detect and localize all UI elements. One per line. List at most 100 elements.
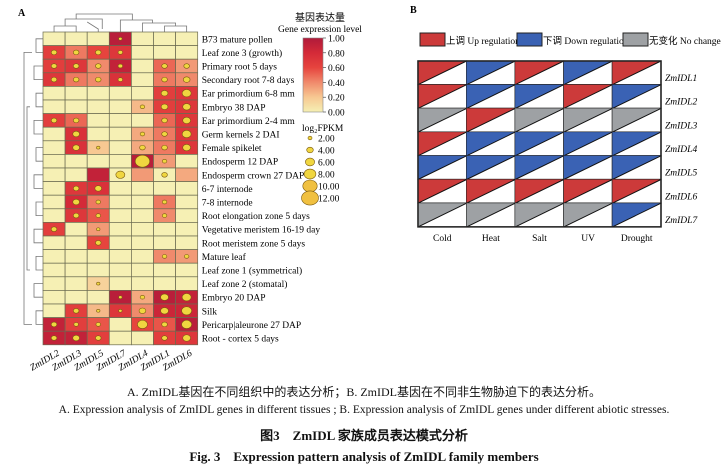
row-label-tissue: Vegetative meristem 16-19 day bbox=[202, 226, 321, 236]
heatmap-cell bbox=[64, 31, 88, 46]
legend-swatch-up bbox=[419, 32, 446, 47]
regulation-triangle-down bbox=[612, 84, 661, 109]
diagonal-line bbox=[563, 131, 613, 157]
expression-bubble bbox=[161, 159, 168, 164]
row-label-tissue: Leaf zone 2 (stomatal) bbox=[202, 279, 288, 290]
panel-a-label: A bbox=[18, 8, 26, 19]
expression-bubble bbox=[139, 144, 146, 151]
heatmap-cell bbox=[131, 235, 154, 250]
heatmap-cell bbox=[131, 262, 154, 278]
size-legend-bubble bbox=[305, 157, 315, 167]
regulation-triangle-down bbox=[612, 132, 661, 156]
heatmap-cell bbox=[108, 249, 132, 264]
expression-bubble bbox=[96, 145, 101, 150]
diagonal-line bbox=[514, 202, 565, 228]
expression-bubble bbox=[96, 227, 101, 231]
heatmap-cell bbox=[86, 126, 110, 142]
expression-bubble bbox=[161, 254, 168, 259]
dendrogram-branch bbox=[33, 283, 43, 298]
grid-border bbox=[417, 60, 662, 228]
expression-bubble bbox=[73, 76, 80, 83]
expression-bubble bbox=[95, 322, 101, 327]
dendrogram-branch bbox=[75, 13, 133, 20]
heatmap-cell bbox=[42, 276, 66, 291]
size-legend-bubble bbox=[301, 190, 319, 206]
heatmap-cell bbox=[108, 113, 132, 128]
expression-bubble bbox=[181, 130, 192, 139]
diagonal-line bbox=[466, 155, 516, 180]
row-label-gene: ZmIDL2 bbox=[665, 98, 697, 108]
heatmap-cell bbox=[131, 194, 154, 210]
row-label-tissue: B73 mature pollen bbox=[202, 35, 273, 45]
regulation-triangle-none bbox=[612, 108, 661, 133]
colorbar bbox=[302, 37, 324, 113]
expression-bubble bbox=[72, 198, 80, 206]
heatmap-cell bbox=[64, 290, 88, 305]
column-label-condition: Cold bbox=[433, 234, 452, 244]
diagonal-line bbox=[514, 179, 565, 204]
diagonal-line bbox=[417, 179, 467, 204]
expression-bubble bbox=[72, 144, 80, 151]
heatmap-cell bbox=[131, 31, 154, 46]
regulation-triangle-up bbox=[466, 108, 516, 133]
heatmap-cell bbox=[42, 249, 66, 264]
expression-bubble bbox=[182, 116, 191, 124]
expression-bubble bbox=[182, 334, 191, 342]
column-label-condition: Drought bbox=[621, 234, 653, 244]
row-label-tissue: Root elongation zone 5 days bbox=[202, 212, 310, 222]
heatmap-cell bbox=[42, 208, 66, 223]
diagonal-line bbox=[514, 60, 565, 86]
expression-bubble bbox=[161, 76, 168, 83]
diagonal-line bbox=[563, 179, 613, 204]
regulation-triangle-down bbox=[466, 61, 516, 85]
expression-bubble bbox=[72, 334, 80, 342]
dendrogram-branch bbox=[26, 106, 30, 271]
heatmap-cell bbox=[86, 113, 110, 128]
heatmap-cell bbox=[108, 276, 132, 291]
heatmap-cell bbox=[131, 249, 154, 264]
heatmap-cell bbox=[175, 222, 199, 237]
expression-bubble bbox=[117, 77, 123, 82]
row-label-tissue: Root - cortex 5 days bbox=[202, 335, 279, 345]
expression-bubble bbox=[73, 185, 80, 192]
expression-bubble bbox=[73, 212, 80, 219]
regulation-triangle-up bbox=[612, 179, 661, 204]
expression-bubble bbox=[50, 63, 58, 69]
dendrogram-branch bbox=[33, 65, 43, 80]
expression-bubble bbox=[50, 321, 58, 328]
expression-bubble bbox=[115, 170, 126, 179]
heatmap-cell bbox=[108, 194, 132, 210]
expression-bubble bbox=[95, 213, 101, 218]
row-label-tissue: Secondary root 7-8 days bbox=[202, 76, 295, 86]
expression-bubble bbox=[72, 130, 80, 138]
expression-bubble bbox=[50, 117, 58, 124]
heatmap-cell bbox=[108, 222, 132, 237]
dendrogram-branch bbox=[35, 201, 43, 216]
size-legend-label: 6.00 bbox=[318, 159, 335, 169]
heatmap-cell bbox=[42, 167, 66, 182]
expression-bubble bbox=[96, 309, 101, 313]
heatmap-cell bbox=[175, 194, 199, 210]
diagonal-line bbox=[612, 60, 662, 86]
heatmap-cell bbox=[108, 330, 132, 346]
heatmap-cell bbox=[108, 317, 132, 332]
heatmap-cell bbox=[64, 154, 88, 169]
heatmap-cell bbox=[86, 249, 110, 264]
heatmap-cell bbox=[42, 181, 66, 196]
row-label-tissue: Leaf zone 1 (symmetrical) bbox=[202, 266, 303, 277]
heatmap-cell bbox=[108, 235, 132, 250]
heatmap-cell bbox=[86, 262, 110, 278]
row-dendrogram bbox=[23, 38, 43, 325]
heatmap-cell bbox=[108, 262, 132, 278]
heatmap-cell bbox=[64, 222, 88, 237]
diagonal-line bbox=[612, 202, 662, 228]
expression-bubble bbox=[161, 131, 168, 137]
expression-bubble bbox=[95, 335, 102, 341]
dendrogram-branch bbox=[119, 19, 153, 32]
dendrogram-branch bbox=[33, 120, 43, 135]
heatmap-cell bbox=[108, 86, 132, 101]
caption-sub-cn: A. ZmIDL基因在不同组织中的表达分析；B. ZmIDL基因在不同非生物胁迫… bbox=[127, 385, 601, 399]
diagonal-line bbox=[466, 84, 516, 109]
heatmap-cell bbox=[64, 249, 88, 264]
diagonal-line bbox=[466, 179, 516, 204]
